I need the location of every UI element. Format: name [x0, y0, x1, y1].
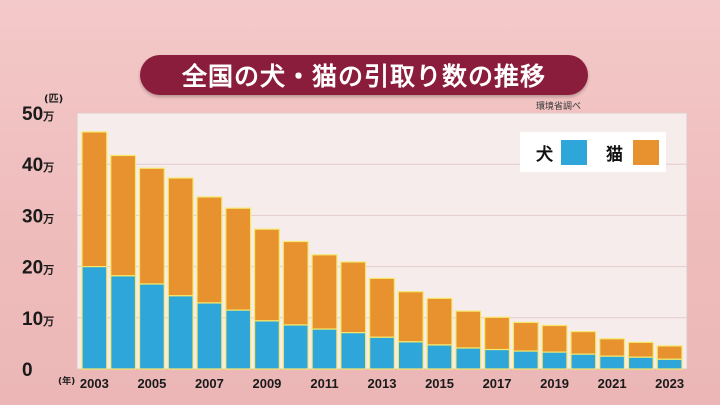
bar-dog-2017	[484, 348, 511, 370]
x-unit-label: (年)	[58, 375, 75, 387]
legend-swatch-dog	[561, 140, 587, 165]
x-tick-label: 2023	[655, 376, 684, 391]
bar-cat-2022	[627, 341, 654, 358]
bar-dog-2010	[282, 324, 309, 370]
bar-dog-2020	[570, 353, 597, 370]
y-tick-label: 50万	[22, 104, 54, 125]
bar-cat-2018	[512, 321, 539, 352]
x-tick-label: 2009	[252, 376, 281, 391]
x-tick-label: 2015	[425, 376, 454, 391]
bar-dog-2007	[196, 302, 223, 370]
bar-cat-2012	[340, 261, 367, 334]
bar-cat-2013	[369, 277, 395, 338]
bar-cat-2016	[455, 310, 482, 349]
x-tick-label: 2005	[137, 376, 166, 391]
bar-dog-2015	[426, 344, 453, 370]
bar-dog-2011	[311, 328, 338, 370]
bar-cat-2004	[110, 154, 137, 277]
x-tick-label: 2019	[540, 376, 569, 391]
bar-dog-2012	[340, 332, 367, 370]
bar-dog-2013	[369, 336, 395, 370]
bar-dog-2004	[110, 275, 137, 370]
y-tick-label: 40万	[22, 155, 54, 176]
legend-label-cat: 猫	[606, 144, 623, 165]
bar-cat-2007	[196, 196, 223, 304]
bar-cat-2005	[138, 167, 165, 285]
y-tick-label: 0	[22, 360, 33, 381]
chart-source: 環境省調べ	[535, 102, 581, 112]
bar-cat-2011	[311, 254, 338, 330]
legend: 犬 猫	[520, 132, 666, 172]
x-axis: 2003 2005 2007 2009 2011 2013 2015 2017 2019 2021…	[80, 376, 684, 391]
bar-cat-2006	[167, 177, 194, 297]
legend-box	[520, 132, 666, 172]
bar-cat-2009	[253, 228, 280, 322]
bar-cat-2020	[570, 331, 597, 355]
bar-cat-2008	[225, 207, 252, 311]
bars	[81, 131, 683, 370]
bar-dog-2005	[138, 283, 165, 370]
bar-dog-2009	[253, 320, 280, 370]
x-tick-label: 2003	[80, 376, 109, 391]
x-tick-label: 2017	[483, 376, 512, 391]
bar-cat-2014	[397, 291, 424, 343]
x-tick-label: 2013	[368, 376, 397, 391]
legend-label-dog: 犬	[536, 144, 554, 165]
y-unit-label: (匹)	[44, 93, 63, 105]
y-tick-label: 20万	[22, 258, 54, 279]
x-tick-label: 2007	[195, 376, 224, 391]
bar-dog-2019	[541, 351, 568, 370]
legend-swatch-cat	[633, 140, 659, 165]
bar-cat-2015	[426, 297, 453, 346]
x-tick-label: 2011	[310, 376, 338, 391]
bar-cat-2010	[282, 240, 309, 326]
bar-dog-2014	[397, 341, 424, 370]
bar-cat-2003	[81, 131, 108, 268]
y-axis: 0 10万 20万 30万 40万 50万	[22, 104, 54, 381]
chart-title: 全国の犬・猫の引取り数の推移	[140, 55, 588, 95]
bar-dog-2006	[167, 295, 194, 370]
bar-cat-2023	[656, 345, 683, 360]
bar-dog-2003	[81, 266, 108, 370]
bar-dog-2018	[512, 350, 539, 370]
bar-dog-2021	[599, 355, 626, 370]
y-tick-label: 10万	[22, 309, 54, 330]
bar-dog-2008	[225, 309, 252, 370]
bar-cat-2017	[484, 316, 511, 351]
bar-cat-2019	[541, 324, 568, 353]
x-tick-label: 2021	[598, 376, 627, 391]
bar-dog-2023	[656, 358, 683, 370]
bar-dog-2016	[455, 347, 482, 370]
bar-cat-2021	[599, 338, 626, 357]
bar-dog-2022	[627, 356, 654, 370]
y-tick-label: 30万	[22, 206, 54, 227]
